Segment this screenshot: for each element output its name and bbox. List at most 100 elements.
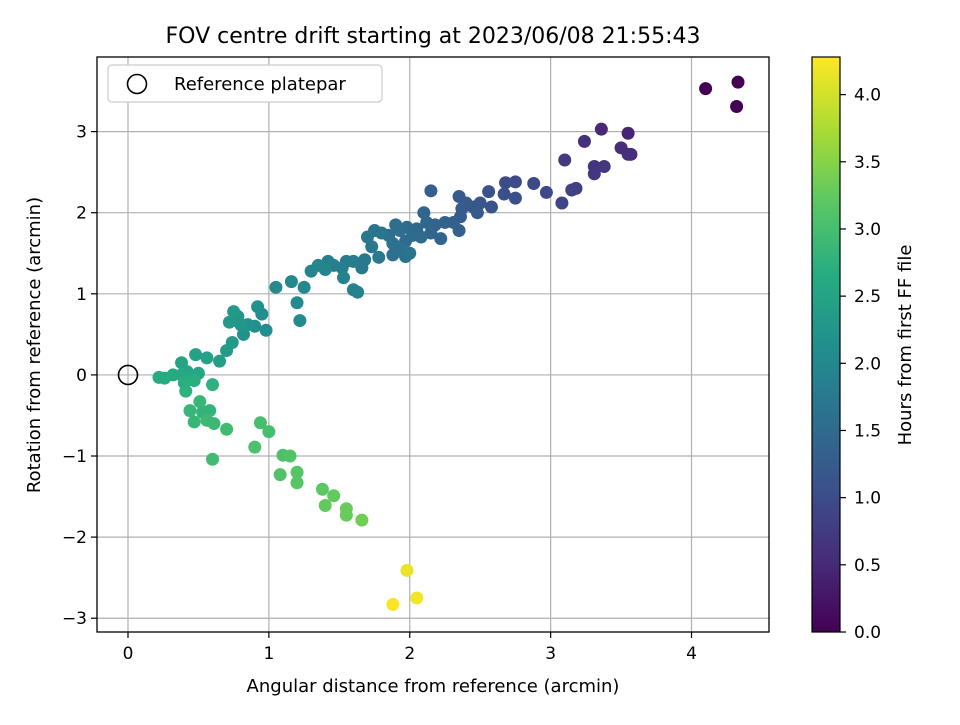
data-point [360, 230, 374, 244]
data-point [227, 305, 241, 319]
legend: Reference platepar [107, 64, 383, 103]
data-point [327, 489, 341, 503]
colorbar-tick-label: 1.0 [854, 489, 881, 509]
data-point [424, 226, 438, 240]
data-point [337, 271, 351, 285]
data-point [220, 344, 234, 358]
data-point [558, 153, 572, 167]
data-point [434, 232, 448, 246]
legend-entry-label: Reference platepar [174, 74, 346, 95]
data-point [452, 224, 466, 238]
data-point [597, 159, 611, 173]
colorbar-tick-label: 3.5 [854, 153, 881, 173]
data-point [365, 240, 379, 254]
y-tick-label: 1 [76, 285, 87, 305]
data-point [207, 417, 221, 431]
colorbar-label: Hours from first FF file [895, 245, 916, 446]
x-axis-ticks: 0 1 2 3 4 [123, 632, 697, 664]
data-point [730, 99, 744, 113]
data-point [621, 147, 635, 161]
data-point [193, 395, 207, 409]
x-tick-label: 1 [263, 644, 274, 664]
plot-frame [96, 56, 770, 633]
data-points [152, 75, 745, 611]
data-point [424, 184, 438, 198]
y-tick-label: −2 [62, 528, 87, 548]
y-tick-label: 3 [76, 123, 87, 143]
data-point [555, 196, 569, 210]
data-point [283, 449, 297, 463]
data-point [318, 498, 332, 512]
data-point [200, 351, 214, 365]
legend-marker-icon [126, 73, 148, 95]
data-point [699, 82, 713, 96]
data-point [410, 591, 424, 605]
data-point [290, 476, 304, 490]
colorbar-tick-label: 4.0 [854, 86, 881, 106]
colorbar: 0.0 0.5 1.0 1.5 2.0 2.5 3.0 3.5 4.0 Hours from f… [811, 56, 916, 643]
data-point [206, 452, 220, 466]
colorbar-tick-label: 0.0 [854, 623, 881, 643]
data-point [290, 296, 304, 310]
y-axis-label: Rotation from reference (arcmin) [24, 197, 45, 493]
data-point [351, 285, 365, 299]
data-point [269, 280, 283, 294]
data-point [222, 315, 236, 329]
data-point [183, 404, 197, 418]
x-tick-label: 3 [545, 644, 556, 664]
data-point [284, 275, 298, 289]
data-point [297, 280, 311, 294]
data-point [577, 134, 591, 148]
data-point [259, 323, 273, 337]
data-point [731, 75, 745, 89]
data-point [594, 122, 608, 136]
x-axis-label: Angular distance from reference (arcmin) [247, 676, 620, 697]
data-point [386, 248, 400, 262]
y-axis-ticks: −3 −2 −1 0 1 2 3 [62, 123, 97, 629]
colorbar-tick-label: 3.0 [854, 220, 881, 240]
colorbar-ticks: 0.0 0.5 1.0 1.5 2.0 2.5 3.0 3.5 4.0 [840, 86, 881, 643]
y-tick-label: −1 [62, 447, 87, 467]
data-point [355, 513, 369, 527]
data-point [152, 370, 166, 384]
data-point [273, 468, 287, 482]
data-point [508, 175, 522, 189]
y-tick-label: 2 [76, 204, 87, 224]
colorbar-gradient [811, 56, 841, 633]
colorbar-tick-label: 2.0 [854, 354, 881, 374]
data-point [315, 482, 329, 496]
data-point [499, 176, 513, 190]
data-point [621, 126, 635, 140]
data-point [527, 177, 541, 191]
data-point [304, 264, 318, 278]
y-tick-label: −3 [62, 609, 87, 629]
data-point [565, 183, 579, 197]
colorbar-tick-label: 0.5 [854, 556, 881, 576]
data-point [262, 425, 276, 439]
data-point [470, 206, 484, 220]
data-point [189, 348, 203, 362]
data-point [482, 185, 496, 199]
data-point [253, 416, 267, 430]
data-point [587, 167, 601, 181]
legend-box [107, 64, 383, 103]
data-point [206, 378, 220, 392]
data-point [386, 597, 400, 611]
data-point [497, 187, 511, 201]
data-point [438, 215, 452, 229]
data-point [213, 354, 227, 368]
x-tick-label: 0 [123, 644, 134, 664]
data-point [420, 215, 434, 229]
x-tick-label: 4 [686, 644, 697, 664]
data-point [400, 563, 414, 577]
data-point [187, 374, 201, 388]
data-point [220, 422, 234, 436]
data-point [187, 415, 201, 429]
chart-title: FOV centre drift starting at 2023/06/08 … [166, 24, 701, 49]
grid-lines [97, 57, 769, 632]
y-tick-label: 0 [76, 366, 87, 386]
reference-platepar-marker [117, 364, 139, 386]
data-point [484, 200, 498, 214]
